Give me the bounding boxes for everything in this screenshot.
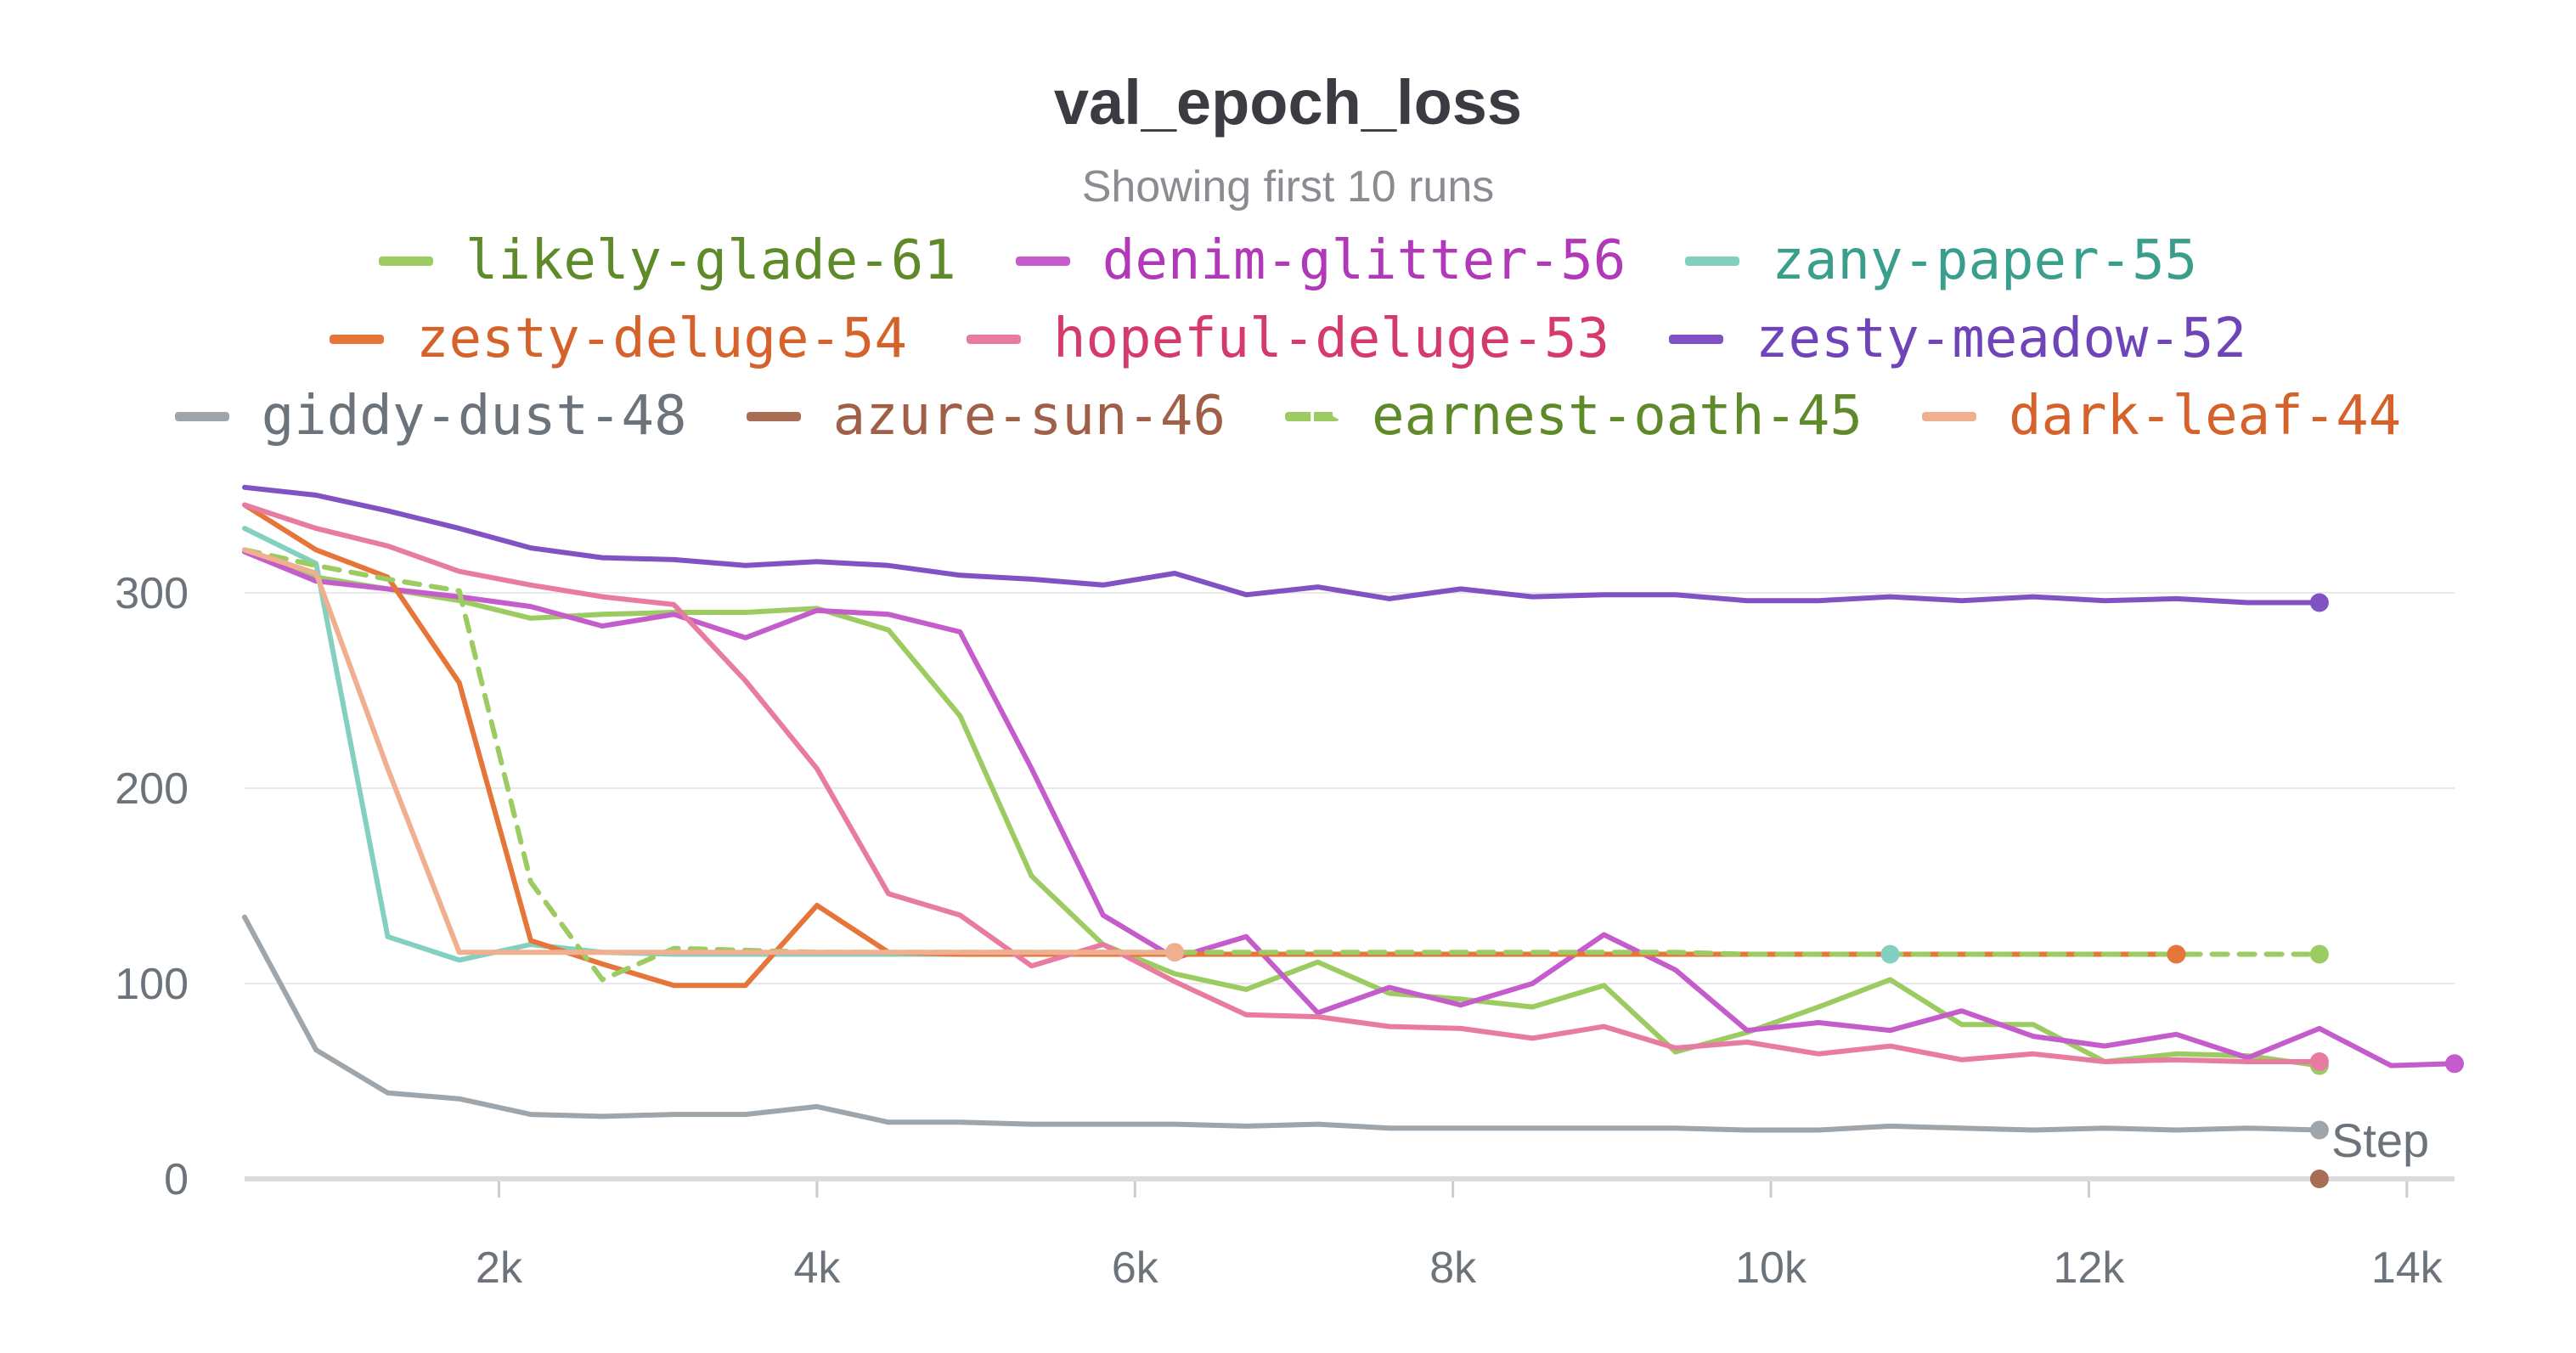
legend-item[interactable]: azure-sun-46 xyxy=(746,385,1226,448)
legend-label: zesty-meadow-52 xyxy=(1756,307,2246,370)
end-marker-zesty-meadow-52 xyxy=(2309,593,2329,612)
series-line-giddy-dust-48 xyxy=(242,914,2322,1133)
x-tick-label: 12k xyxy=(2054,1243,2126,1293)
legend-label: zany-paper-55 xyxy=(1772,229,2198,292)
series-line-earnest-oath-45 xyxy=(242,547,2322,983)
legend-label: azure-sun-46 xyxy=(832,385,1226,448)
legend-item[interactable]: zany-paper-55 xyxy=(1685,229,2197,292)
series-line-likely-glade-61 xyxy=(242,547,2322,1068)
legend-swatch xyxy=(1015,256,1070,266)
series-line-denim-glitter-56 xyxy=(242,549,2457,1068)
legend-item[interactable]: earnest-oath-45 xyxy=(1284,385,1863,448)
legend-swatch xyxy=(174,411,229,421)
legend-swatch xyxy=(330,334,385,344)
legend-label: denim-glitter-56 xyxy=(1102,229,1626,292)
legend-row-3: giddy-dust-48 azure-sun-46 earnest-oath-… xyxy=(0,385,2576,448)
end-marker-zesty-deluge-54 xyxy=(2167,944,2186,964)
chart-subtitle: Showing first 10 runs xyxy=(1081,162,1495,211)
legend-label: dark-leaf-44 xyxy=(2008,385,2402,448)
series-line-zesty-deluge-54 xyxy=(242,502,2179,989)
end-marker-zany-paper-55 xyxy=(1880,944,1900,964)
end-marker-dark-leaf-44 xyxy=(1165,943,1185,962)
x-axis-label: Step xyxy=(2331,1113,2429,1167)
y-tick-label: 300 xyxy=(115,569,189,618)
legend-swatch xyxy=(1685,256,1740,266)
legend-swatch xyxy=(378,256,433,266)
y-tick-label: 200 xyxy=(115,764,189,814)
legend-item[interactable]: dark-leaf-44 xyxy=(1921,385,2402,448)
end-marker-earnest-oath-45 xyxy=(2309,944,2329,964)
x-tick-label: 14k xyxy=(2371,1243,2444,1293)
end-marker-giddy-dust-48 xyxy=(2309,1120,2329,1140)
legend-swatch xyxy=(1921,411,1976,421)
legend-row-1: likely-glade-61 denim-glitter-56 zany-pa… xyxy=(0,229,2576,292)
y-tick-label: 0 xyxy=(164,1155,189,1204)
series-lines xyxy=(242,484,2457,1133)
axes: 0 100 200 300 2k 4k 6k 8k 10k 12k 14k Step xyxy=(115,569,2455,1293)
end-marker-azure-sun-46 xyxy=(2309,1170,2329,1188)
series-line-zesty-meadow-52 xyxy=(242,484,2322,606)
legend-swatch xyxy=(746,411,801,421)
legend-item[interactable]: likely-glade-61 xyxy=(378,229,956,292)
y-tick-label: 100 xyxy=(115,960,189,1009)
legend-item[interactable]: zesty-deluge-54 xyxy=(330,307,907,370)
x-tick-label: 2k xyxy=(476,1243,523,1293)
legend-label: zesty-deluge-54 xyxy=(416,307,907,370)
legend-swatch xyxy=(966,334,1021,344)
x-tick-label: 8k xyxy=(1429,1243,1477,1293)
gridlines xyxy=(245,592,2455,984)
legend-swatch xyxy=(1669,334,1724,344)
legend-item[interactable]: zesty-meadow-52 xyxy=(1669,307,2246,370)
legend-item[interactable]: hopeful-deluge-53 xyxy=(966,307,1610,370)
legend-label: giddy-dust-48 xyxy=(261,385,687,448)
legend-row-2: zesty-deluge-54 hopeful-deluge-53 zesty-… xyxy=(0,307,2576,370)
series-line-hopeful-deluge-53 xyxy=(242,502,2322,1064)
legend-label: hopeful-deluge-53 xyxy=(1052,307,1610,370)
chart-title: val_epoch_loss xyxy=(1053,67,1523,138)
series-line-dark-leaf-44 xyxy=(242,547,1178,956)
series-end-markers xyxy=(1165,593,2464,1188)
legend-label: earnest-oath-45 xyxy=(1371,385,1863,448)
legend-label: likely-glade-61 xyxy=(465,229,956,292)
x-tick-label: 6k xyxy=(1112,1243,1159,1293)
end-marker-denim-glitter-56 xyxy=(2445,1054,2464,1074)
legend-item[interactable]: giddy-dust-48 xyxy=(174,385,687,448)
x-tick-label: 4k xyxy=(793,1243,841,1293)
x-tick-label: 10k xyxy=(1735,1243,1807,1293)
legend-item[interactable]: denim-glitter-56 xyxy=(1015,229,1626,292)
end-marker-hopeful-deluge-53 xyxy=(2309,1052,2329,1071)
legend-swatch xyxy=(1284,411,1339,421)
